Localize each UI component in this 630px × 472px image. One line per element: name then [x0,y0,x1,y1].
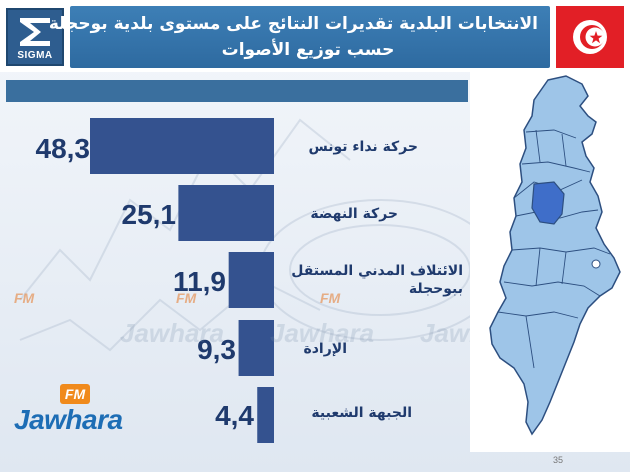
bar [257,387,274,443]
map-panel [470,72,630,452]
tunisia-map [489,75,621,436]
watermark-badge: FM [320,290,341,306]
category-label: الائتلاف المدني المستقل ببوحجلة [291,263,463,297]
logo-text: SIGMA [17,50,53,61]
watermark-badge: FM [176,290,197,306]
category-label: الجبهة الشعبية [311,405,412,421]
page-number: 35 [553,455,564,465]
bar [178,185,274,241]
value-label: 4,4 [215,400,254,431]
page-title: الانتخابات البلدية تقديرات النتائج على م… [48,14,538,34]
value-label: 9,3 [197,334,236,365]
category-label: الإرادة [303,341,347,357]
jawhara-fm-badge: FM [60,384,90,404]
bar [238,320,274,376]
value-label: 48,3 [35,133,91,164]
value-label: 11,9 [173,266,226,297]
chart-header-bar [6,80,468,102]
sigma-icon [20,18,50,46]
flag-emblem-icon [573,20,607,54]
watermark: Jawhara [270,318,375,348]
bar [228,252,274,308]
jawhara-logo-text: Jawhara [14,404,123,435]
category-label: حركة النهضة [310,206,398,222]
title-box: الانتخابات البلدية تقديرات النتائج على م… [48,6,550,68]
watermark-badge: FM [14,290,35,306]
watermark: Jawhara [120,318,225,348]
sigma-logo: SIGMA [6,8,64,66]
category-label: حركة نداء تونس [308,139,418,155]
value-label: 25,1 [121,199,177,230]
page-subtitle: حسب توزيع الأصوات [221,40,395,60]
tunisia-flag [556,6,624,68]
bar [90,118,274,174]
